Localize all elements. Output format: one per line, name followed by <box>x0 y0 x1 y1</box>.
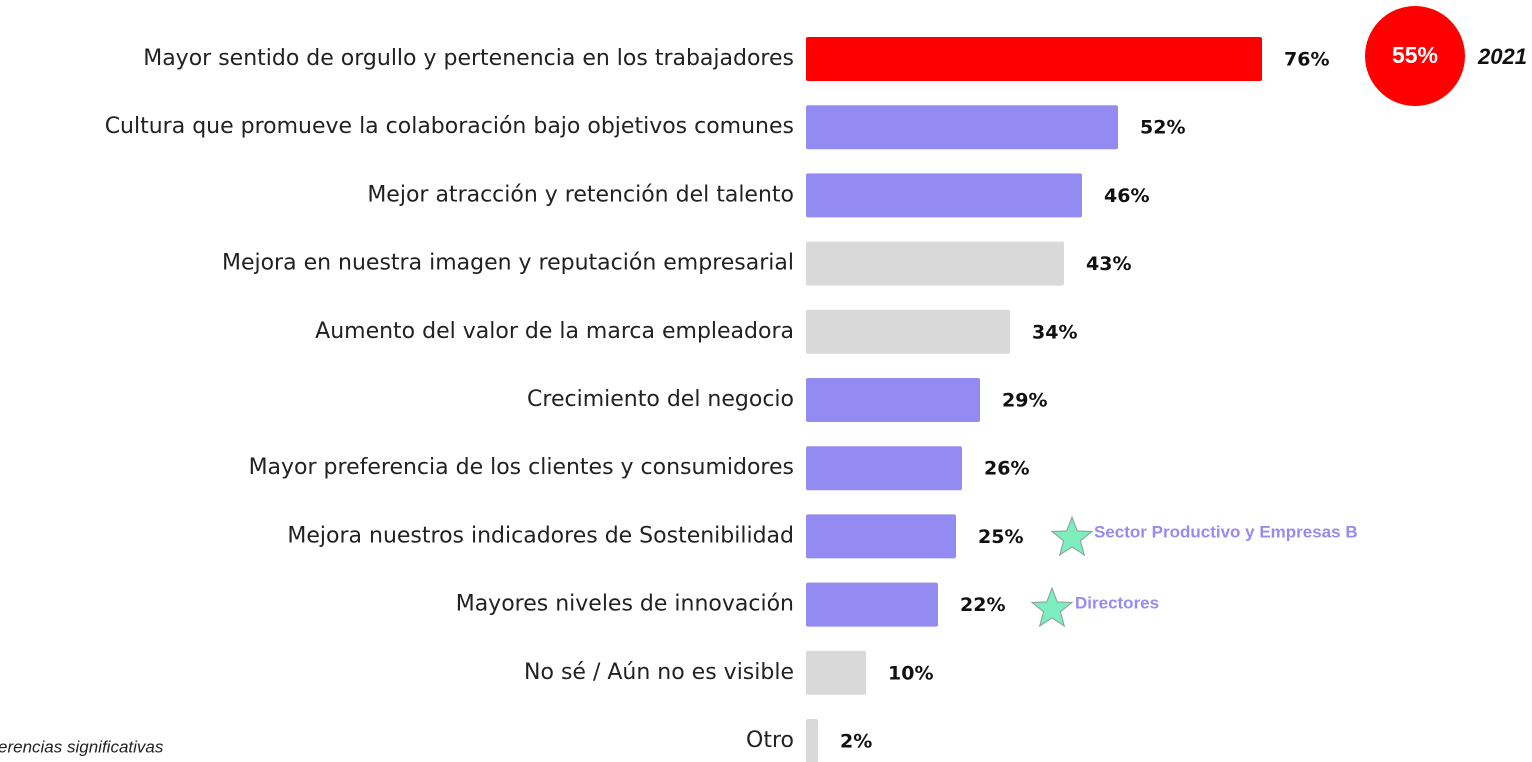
bar <box>806 582 938 627</box>
category-label: No sé / Aún no es visible <box>524 660 794 685</box>
footnote: erencias significativas <box>0 737 164 756</box>
bar <box>806 378 980 422</box>
bar <box>806 309 1010 354</box>
annotation: Sector Productivo y Empresas B <box>1094 522 1358 541</box>
category-label: Mejora en nuestra imagen y reputación em… <box>222 251 794 276</box>
value-label: 22% <box>960 594 1005 616</box>
comparison-year: 2021 <box>1477 44 1527 69</box>
value-label: 29% <box>1002 390 1047 412</box>
bar <box>806 241 1064 286</box>
bar <box>806 105 1118 150</box>
category-label: Mejora nuestros indicadores de Sostenibi… <box>287 523 794 548</box>
category-label: Otro <box>746 728 794 753</box>
bar <box>806 173 1082 218</box>
star-icon <box>1030 586 1074 628</box>
category-label: Mejor atracción y retención del talento <box>367 182 794 207</box>
annotation: Directores <box>1075 593 1159 612</box>
value-label: 2% <box>840 731 872 753</box>
value-label: 52% <box>1140 117 1185 139</box>
bar <box>806 719 818 762</box>
category-label: Aumento del valor de la marca empleadora <box>315 319 794 344</box>
value-label: 10% <box>888 662 933 684</box>
bar <box>806 650 866 695</box>
star-icon <box>1050 515 1094 557</box>
bar <box>806 446 962 491</box>
category-label: Crecimiento del negocio <box>527 387 794 412</box>
value-label: 26% <box>984 458 1029 480</box>
value-label: 34% <box>1032 321 1077 343</box>
category-label: Mayor sentido de orgullo y pertenencia e… <box>143 46 794 71</box>
bar <box>806 514 956 559</box>
value-label: 76% <box>1284 49 1329 71</box>
bar <box>806 37 1262 81</box>
category-label: Cultura que promueve la colaboración baj… <box>105 114 794 139</box>
value-label: 43% <box>1086 253 1131 275</box>
comparison-value: 55% <box>1392 42 1438 68</box>
value-label: 46% <box>1104 185 1149 207</box>
category-label: Mayor preferencia de los clientes y cons… <box>249 455 794 480</box>
category-label: Mayores niveles de innovación <box>456 592 794 617</box>
value-label: 25% <box>978 526 1023 548</box>
comparison-badge <box>1365 6 1465 106</box>
